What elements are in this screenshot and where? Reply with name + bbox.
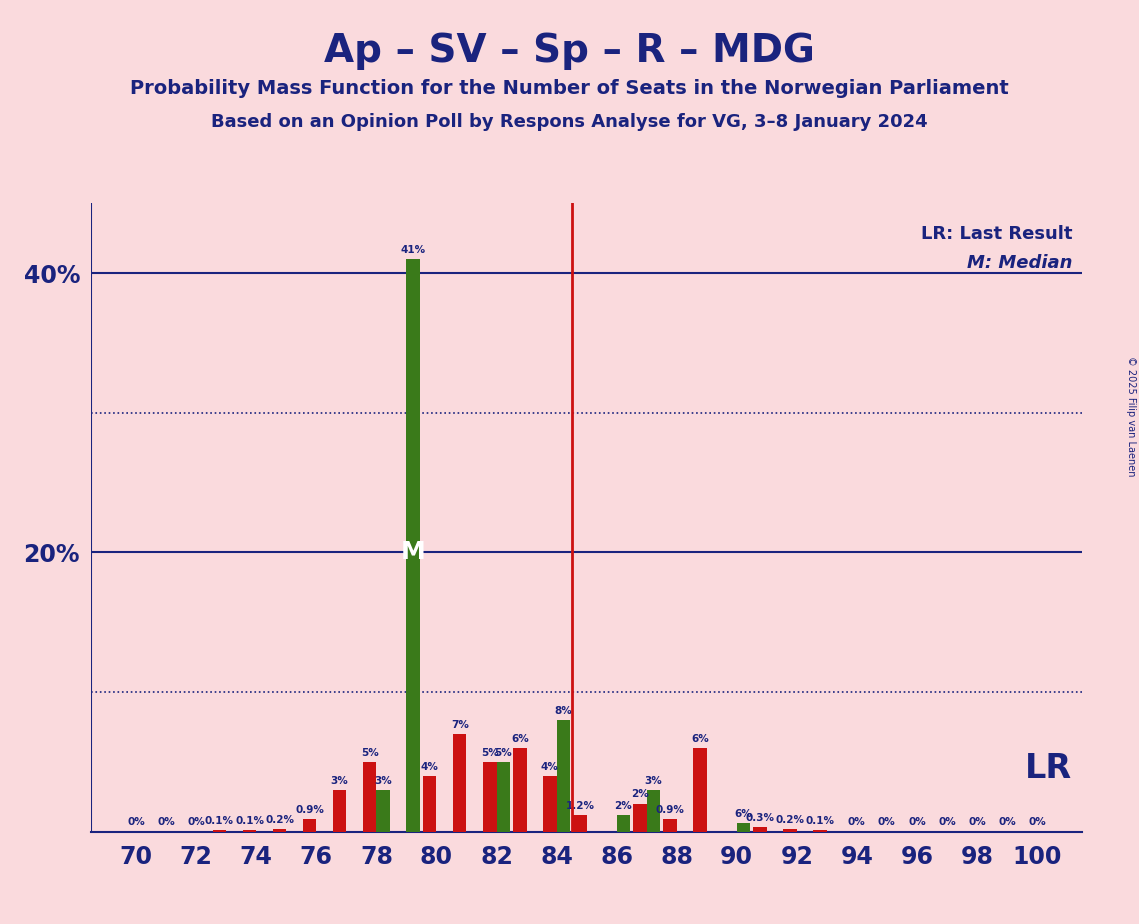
- Bar: [213, 830, 227, 832]
- Bar: [333, 790, 346, 832]
- Bar: [497, 761, 510, 832]
- Text: 0.2%: 0.2%: [776, 815, 804, 824]
- Bar: [243, 830, 256, 832]
- Text: 8%: 8%: [555, 706, 572, 716]
- Text: 4%: 4%: [541, 761, 559, 772]
- Bar: [753, 827, 767, 832]
- Bar: [737, 823, 751, 832]
- Text: 3%: 3%: [645, 775, 662, 785]
- Bar: [633, 804, 647, 832]
- Bar: [813, 830, 827, 832]
- Text: LR: LR: [1025, 752, 1072, 785]
- Text: 2%: 2%: [631, 789, 649, 799]
- Text: 0.3%: 0.3%: [746, 813, 775, 823]
- Text: 0%: 0%: [847, 818, 866, 827]
- Bar: [543, 776, 557, 832]
- Text: 0.9%: 0.9%: [655, 805, 685, 815]
- Text: 41%: 41%: [401, 245, 426, 255]
- Bar: [407, 259, 420, 832]
- Text: 5%: 5%: [361, 748, 378, 758]
- Text: 6%: 6%: [735, 809, 753, 819]
- Text: © 2025 Filip van Laenen: © 2025 Filip van Laenen: [1126, 356, 1136, 476]
- Text: 7%: 7%: [451, 720, 468, 730]
- Text: 1.2%: 1.2%: [565, 801, 595, 810]
- Bar: [557, 720, 571, 832]
- Bar: [376, 790, 390, 832]
- Bar: [423, 776, 436, 832]
- Text: 0.1%: 0.1%: [805, 816, 835, 826]
- Bar: [647, 790, 661, 832]
- Bar: [483, 761, 497, 832]
- Text: 0%: 0%: [908, 818, 926, 827]
- Text: 6%: 6%: [691, 734, 708, 744]
- Text: LR: Last Result: LR: Last Result: [920, 225, 1072, 243]
- Text: 4%: 4%: [420, 761, 439, 772]
- Text: Based on an Opinion Poll by Respons Analyse for VG, 3–8 January 2024: Based on an Opinion Poll by Respons Anal…: [211, 113, 928, 130]
- Bar: [663, 819, 677, 832]
- Bar: [694, 748, 706, 832]
- Bar: [513, 748, 526, 832]
- Text: 0%: 0%: [939, 818, 956, 827]
- Text: 0.9%: 0.9%: [295, 805, 323, 815]
- Text: 0%: 0%: [187, 818, 205, 827]
- Text: Ap – SV – Sp – R – MDG: Ap – SV – Sp – R – MDG: [325, 32, 814, 70]
- Text: 0.1%: 0.1%: [235, 816, 264, 826]
- Text: M: Median: M: Median: [967, 253, 1072, 272]
- Bar: [616, 815, 630, 832]
- Text: Probability Mass Function for the Number of Seats in the Norwegian Parliament: Probability Mass Function for the Number…: [130, 79, 1009, 98]
- Text: 2%: 2%: [615, 801, 632, 810]
- Text: 5%: 5%: [481, 748, 499, 758]
- Text: 0%: 0%: [157, 818, 175, 827]
- Text: 0%: 0%: [878, 818, 895, 827]
- Bar: [303, 819, 317, 832]
- Text: 3%: 3%: [330, 775, 349, 785]
- Text: M: M: [401, 541, 426, 565]
- Text: 0%: 0%: [998, 818, 1016, 827]
- Text: 0%: 0%: [1029, 818, 1046, 827]
- Text: 6%: 6%: [511, 734, 528, 744]
- Bar: [273, 829, 286, 832]
- Bar: [573, 815, 587, 832]
- Text: 0%: 0%: [128, 818, 145, 827]
- Bar: [453, 734, 467, 832]
- Text: 0%: 0%: [968, 818, 986, 827]
- Text: 0.2%: 0.2%: [265, 815, 294, 824]
- Text: 5%: 5%: [494, 748, 513, 758]
- Bar: [363, 761, 376, 832]
- Bar: [784, 829, 797, 832]
- Text: 3%: 3%: [375, 775, 392, 785]
- Text: 0.1%: 0.1%: [205, 816, 233, 826]
